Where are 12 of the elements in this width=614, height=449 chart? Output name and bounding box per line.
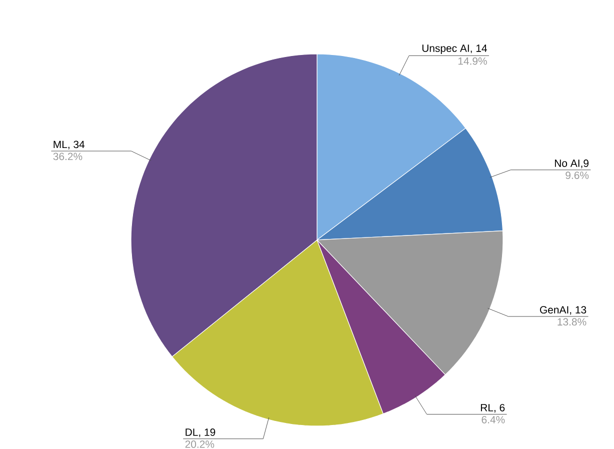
slice-label: GenAI, 13: [540, 306, 586, 315]
slice-label: Unspec AI, 14: [422, 44, 487, 54]
slice-label: No AI,9: [554, 159, 589, 168]
text: 6.4%: [482, 416, 505, 424]
slice-label: ML, 34: [54, 140, 85, 150]
text: 36.2%: [53, 152, 82, 160]
text: 9.6%: [566, 171, 589, 179]
slice-label: RL, 6: [480, 404, 505, 412]
text: 20.2%: [185, 440, 214, 448]
text: 14.9%: [458, 57, 487, 65]
slice-label: DL, 19: [186, 428, 216, 437]
text: 13.8%: [558, 318, 586, 326]
